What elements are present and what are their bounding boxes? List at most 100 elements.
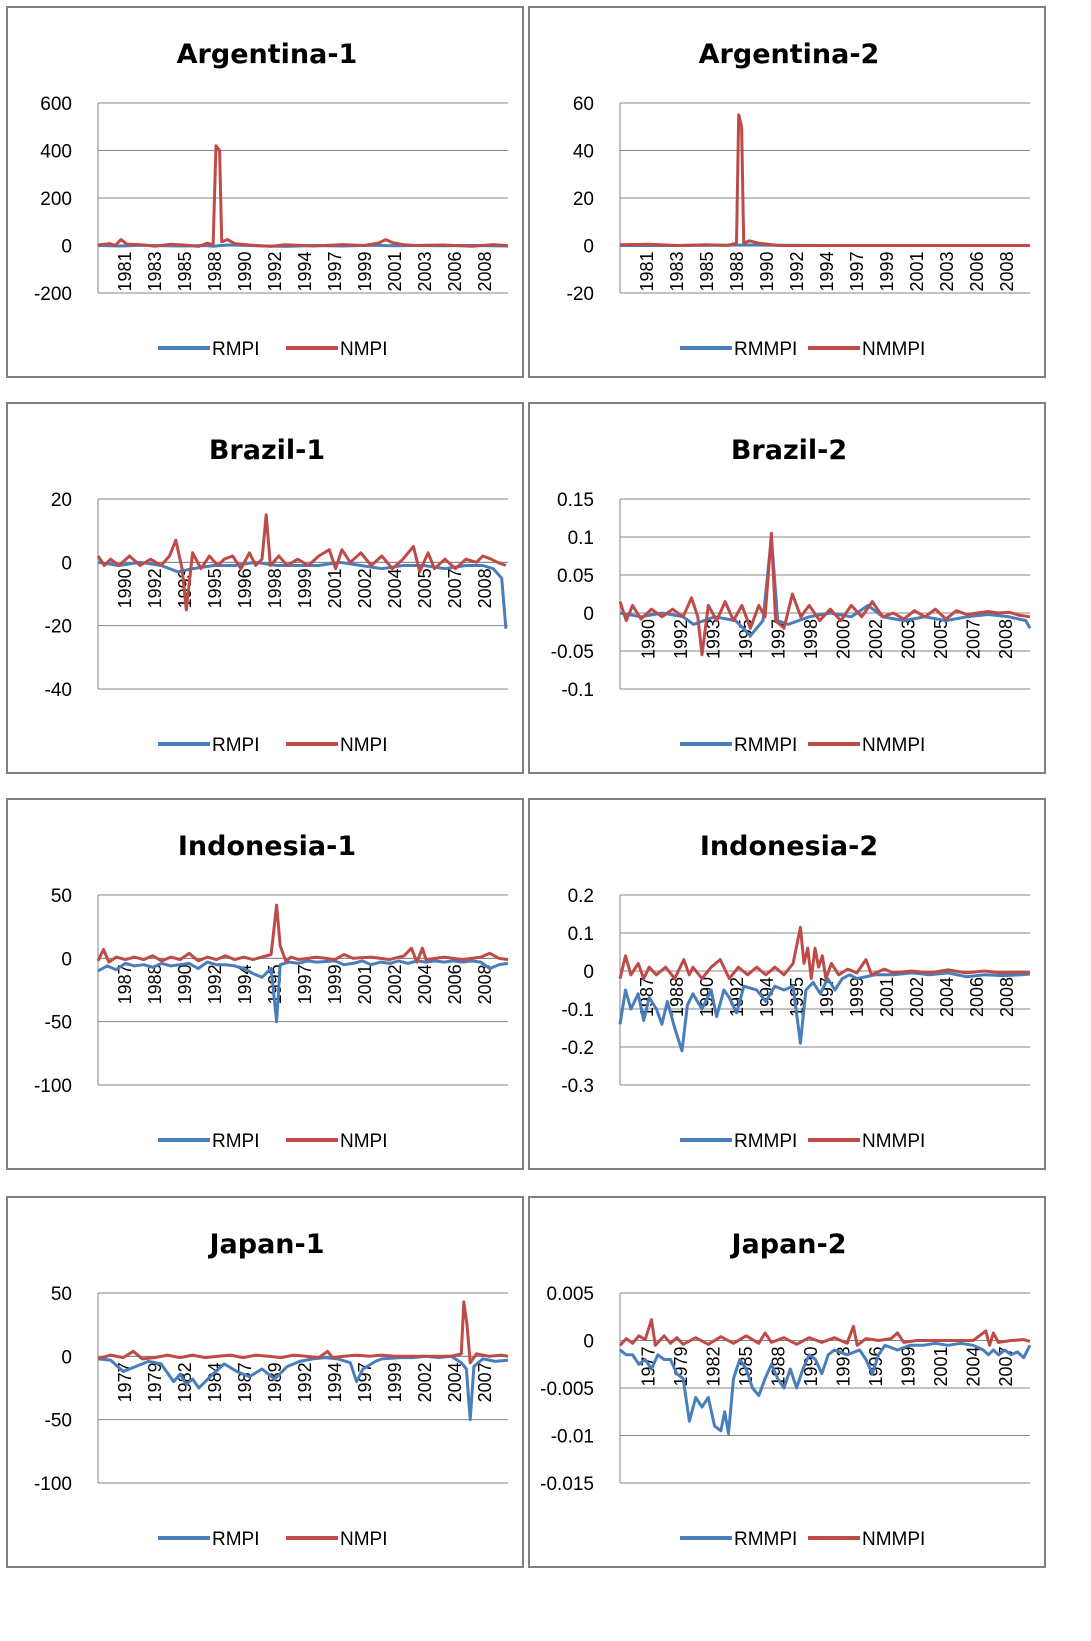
y-tick-label: -0.1 bbox=[561, 680, 594, 701]
x-tick-label: 2001 bbox=[325, 568, 345, 608]
x-tick-label: 1985 bbox=[697, 252, 717, 292]
x-tick-label: 1994 bbox=[235, 964, 255, 1004]
y-tick-label: 0.1 bbox=[568, 528, 594, 549]
x-tick-label: 1998 bbox=[801, 619, 821, 659]
legend-label: RMMPI bbox=[734, 1131, 797, 1152]
x-tick-label: 2003 bbox=[898, 619, 918, 659]
series-line-nominal bbox=[96, 903, 509, 964]
y-tick-label: 20 bbox=[51, 490, 72, 511]
y-tick-label: -0.01 bbox=[551, 1427, 594, 1448]
x-tick-label: 2002 bbox=[907, 977, 927, 1017]
chart-svg: Argentina-1 600 400 200 0 -200 1981 1983 1985 198… bbox=[34, 39, 509, 360]
x-tick-label: 1982 bbox=[703, 1347, 723, 1387]
x-tick-label: 2008 bbox=[997, 977, 1017, 1017]
y-tick-label: 0 bbox=[583, 604, 594, 625]
x-tick-label: 1994 bbox=[817, 252, 837, 292]
x-tick-label: 2004 bbox=[445, 1362, 465, 1402]
x-tick-label: 1990 bbox=[175, 964, 195, 1004]
y-tick-label: 0.15 bbox=[557, 490, 594, 511]
x-tick-label: 2004 bbox=[415, 964, 435, 1004]
x-tick-label: 1990 bbox=[235, 252, 255, 292]
series-line-real bbox=[97, 1354, 509, 1422]
x-tick-label: 2002 bbox=[355, 568, 375, 608]
x-tick-label: 1981 bbox=[115, 252, 135, 292]
legend-label: NMMPI bbox=[862, 1529, 925, 1550]
x-tick-label: 2007 bbox=[996, 1347, 1016, 1387]
x-tick-label: 1985 bbox=[175, 252, 195, 292]
x-tick-label: 1999 bbox=[325, 964, 345, 1004]
y-tick-label: -0.05 bbox=[551, 642, 594, 663]
x-tick-label: 1998 bbox=[265, 568, 285, 608]
y-tick-label: 0.1 bbox=[568, 924, 594, 945]
y-tick-label: 0 bbox=[583, 237, 594, 258]
y-tick-label: -0.015 bbox=[540, 1474, 594, 1495]
x-tick-label: 2008 bbox=[475, 964, 495, 1004]
x-tick-label: 1988 bbox=[145, 964, 165, 1004]
y-tick-label: 50 bbox=[51, 1284, 72, 1305]
x-tick-label: 1992 bbox=[787, 252, 807, 292]
y-tick-label: 0.05 bbox=[557, 566, 594, 587]
series-line-real bbox=[619, 1341, 1032, 1436]
y-tick-label: -0.3 bbox=[561, 1076, 594, 1097]
x-tick-label: 2006 bbox=[445, 964, 465, 1004]
x-tick-label: 1983 bbox=[145, 252, 165, 292]
y-tick-label: 0.2 bbox=[568, 886, 594, 907]
x-tick-label: 1989 bbox=[265, 1362, 285, 1402]
y-tick-label: 0 bbox=[61, 553, 72, 574]
y-tick-label: -0.2 bbox=[561, 1038, 594, 1059]
series-line-real bbox=[97, 959, 509, 1024]
legend-label: RMPI bbox=[212, 339, 260, 360]
x-tick-label: 2002 bbox=[866, 619, 886, 659]
legend-label: NMPI bbox=[340, 735, 388, 756]
legend-label: NMMPI bbox=[862, 339, 925, 360]
x-tick-label: 2008 bbox=[475, 568, 495, 608]
x-tick-label: 2001 bbox=[907, 252, 927, 292]
x-tick-label: 1983 bbox=[667, 252, 687, 292]
legend-label: RMMPI bbox=[734, 339, 797, 360]
y-tick-label: 400 bbox=[40, 142, 72, 163]
x-tick-label: 2008 bbox=[996, 619, 1016, 659]
x-tick-label: 2008 bbox=[475, 252, 495, 292]
chart-panel-brazil-2: Brazil-2 0.15 0.1 0.05 0 -0.05 -0.1 1990 1992 199… bbox=[528, 402, 1046, 774]
x-tick-label: 1987 bbox=[115, 964, 135, 1004]
y-tick-label: 0 bbox=[583, 962, 594, 983]
chart-svg: Brazil-2 0.15 0.1 0.05 0 -0.05 -0.1 1990 1992 199… bbox=[551, 435, 1032, 756]
x-tick-label: 1999 bbox=[847, 977, 867, 1017]
chart-svg: Indonesia-1 50 0 -50 -100 1987 1988 1990 1992 199… bbox=[34, 831, 509, 1152]
series-line-real bbox=[619, 535, 1032, 638]
x-tick-label: 1981 bbox=[637, 252, 657, 292]
x-tick-label: 2004 bbox=[385, 568, 405, 608]
x-tick-label: 1992 bbox=[671, 619, 691, 659]
x-tick-label: 1999 bbox=[295, 568, 315, 608]
chart-panel-argentina-1: Argentina-1 600 400 200 0 -200 1981 1983 1985 198… bbox=[6, 6, 524, 378]
chart-panel-brazil-1: Brazil-1 20 0 -20 -40 1990 1992 1993 1995 1996 199… bbox=[6, 402, 524, 774]
y-tick-label: -20 bbox=[567, 284, 594, 305]
y-tick-label: 20 bbox=[573, 189, 594, 210]
x-tick-label: 1999 bbox=[898, 1347, 918, 1387]
series-line-nominal bbox=[96, 513, 507, 612]
legend-label: NMPI bbox=[340, 1131, 388, 1152]
y-tick-label: 600 bbox=[40, 94, 72, 115]
x-tick-label: 1987 bbox=[235, 1362, 255, 1402]
legend-label: NMPI bbox=[340, 1529, 388, 1550]
x-tick-label: 2001 bbox=[355, 964, 375, 1004]
x-tick-label: 1992 bbox=[145, 568, 165, 608]
x-tick-label: 2006 bbox=[967, 252, 987, 292]
legend-label: RMMPI bbox=[734, 1529, 797, 1550]
y-tick-label: -0.005 bbox=[540, 1379, 594, 1400]
x-tick-label: 1990 bbox=[801, 1347, 821, 1387]
x-tick-label: 1997 bbox=[325, 252, 345, 292]
chart-title: Japan-2 bbox=[729, 1229, 846, 1260]
x-tick-label: 1988 bbox=[667, 977, 687, 1017]
legend-label: RMPI bbox=[212, 735, 260, 756]
x-tick-label: 1988 bbox=[727, 252, 747, 292]
x-tick-label: 2005 bbox=[931, 619, 951, 659]
x-tick-label: 2002 bbox=[385, 964, 405, 1004]
y-tick-label: 0 bbox=[61, 1347, 72, 1368]
x-tick-label: 1984 bbox=[205, 1362, 225, 1402]
legend-label: RMPI bbox=[212, 1131, 260, 1152]
x-tick-label: 1995 bbox=[205, 568, 225, 608]
